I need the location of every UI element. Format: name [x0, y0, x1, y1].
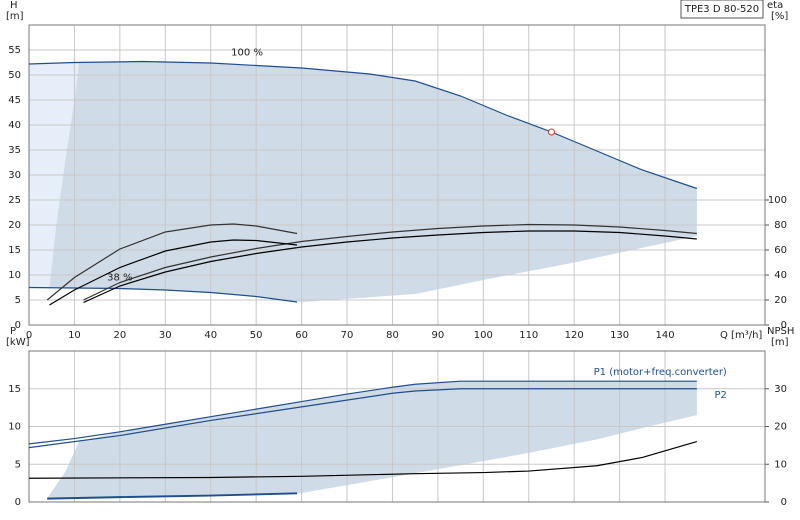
x-tick-label: 0 [26, 330, 32, 341]
y2-axis-label: eta [767, 0, 783, 11]
series-line [83, 223, 697, 301]
y2-tick-label: 30 [774, 384, 787, 395]
annotation: 38 % [107, 273, 132, 284]
x-tick-label: 70 [341, 330, 354, 341]
y-tick-label: 10 [8, 270, 21, 281]
y-tick-label: 40 [8, 120, 21, 131]
series-line [49, 239, 298, 306]
y-tick-label: 50 [8, 70, 21, 81]
annotation: 100 % [231, 48, 263, 59]
y2-tick-label: 10 [774, 459, 787, 470]
operating-area [47, 381, 697, 499]
chart-title: TPE3 D 80-520 [684, 4, 759, 15]
y-tick-label: 10 [8, 422, 21, 433]
x-tick-label: 90 [432, 330, 445, 341]
y-axis-label: P [10, 326, 16, 337]
series-label: P2 [714, 390, 726, 401]
y-tick-label: 35 [8, 145, 21, 156]
x-tick-label: 120 [565, 330, 584, 341]
series-line [83, 230, 697, 304]
x-tick-label: 40 [204, 330, 217, 341]
x-axis-label: Q [m³/h] [720, 330, 762, 341]
y-tick-label: 25 [8, 195, 21, 206]
x-tick-label: 20 [113, 330, 126, 341]
y2-tick-label: 0 [781, 497, 787, 508]
y-tick-label: 5 [15, 295, 21, 306]
x-tick-label: 110 [519, 330, 538, 341]
series-label: P1 (motor+freq.converter) [594, 367, 727, 378]
x-tick-label: 60 [295, 330, 308, 341]
series-line [47, 492, 298, 499]
y2-tick-label: 40 [774, 270, 787, 281]
y-tick-label: 15 [8, 245, 21, 256]
x-tick-label: 50 [250, 330, 263, 341]
title-box [680, 0, 764, 19]
series-line [28, 380, 697, 445]
series-line [28, 388, 697, 449]
y-axis-unit: [m] [6, 11, 24, 22]
y-axis-unit: [kW] [6, 337, 30, 348]
x-tick-label: 100 [474, 330, 493, 341]
y-tick-label: 30 [8, 170, 21, 181]
y2-tick-label: 80 [774, 220, 787, 231]
y-tick-label: 55 [8, 45, 21, 56]
x-tick-label: 80 [386, 330, 399, 341]
plot-frame [28, 24, 766, 326]
x-tick-label: 10 [68, 330, 81, 341]
series-line [28, 60, 698, 190]
y2-tick-label: 0 [781, 320, 787, 331]
y-tick-label: 20 [8, 220, 21, 231]
series-line [28, 286, 298, 303]
y2-tick-label: 20 [774, 422, 787, 433]
plot-frame [28, 350, 766, 503]
y2-axis-unit: [%] [771, 11, 788, 22]
duty-point [547, 128, 555, 136]
x-tick-label: 30 [159, 330, 172, 341]
y2-tick-label: 20 [774, 295, 787, 306]
y-tick-label: 45 [8, 95, 21, 106]
y2-tick-label: 100 [768, 195, 787, 206]
y2-tick-label: 60 [774, 245, 787, 256]
y-tick-label: 15 [8, 384, 21, 395]
x-tick-label: 130 [610, 330, 629, 341]
y-tick-label: 5 [15, 459, 21, 470]
y-tick-label: 0 [15, 497, 21, 508]
x-tick-label: 140 [656, 330, 675, 341]
y2-axis-unit: [m] [771, 337, 789, 348]
series-line [46, 223, 298, 301]
y2-axis-label: NPSH [767, 326, 794, 337]
series-line [47, 493, 298, 500]
y-tick-label: 0 [15, 320, 21, 331]
series-line [28, 441, 698, 479]
y-axis-label: H [10, 0, 18, 11]
